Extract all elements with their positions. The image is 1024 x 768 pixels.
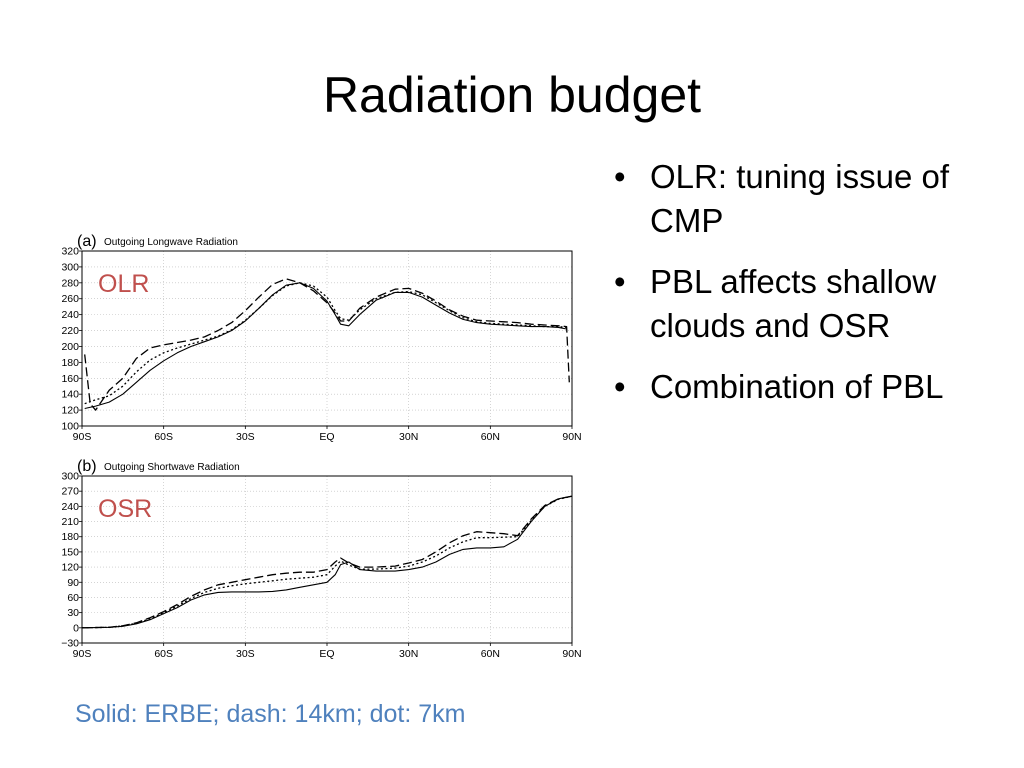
bullet-text: OLR: tuning issue of CMP: [650, 158, 949, 239]
x-tick-label: 90N: [562, 431, 581, 443]
x-tick-label: 60S: [154, 431, 173, 443]
y-tick-label: 280: [61, 277, 79, 289]
series-line-dot: [81, 495, 573, 629]
y-tick-label: 30: [67, 607, 79, 619]
x-tick-label: EQ: [319, 431, 334, 443]
y-tick-label: 160: [61, 373, 79, 385]
y-tick-label: 240: [61, 501, 79, 513]
bullet-symbol: •: [614, 158, 626, 195]
y-tick-label: 300: [61, 261, 79, 273]
y-tick-label: 270: [61, 486, 79, 498]
y-tick-label: 0: [73, 622, 79, 634]
bullet-item: • PBL affects shallow clouds and OSR: [614, 260, 1014, 348]
y-tick-label: 220: [61, 325, 79, 337]
x-tick-label: 90N: [562, 648, 581, 660]
chart-tag: OLR: [98, 270, 149, 298]
x-tick-label: 90S: [73, 648, 92, 660]
y-tick-label: 60: [67, 592, 79, 604]
y-tick-label: 120: [61, 405, 79, 417]
y-tick-label: 320: [61, 246, 79, 258]
x-tick-label: 90S: [73, 431, 92, 443]
y-tick-label: 150: [61, 546, 79, 558]
bullet-list: • OLR: tuning issue of CMP • PBL affects s…: [614, 155, 1014, 426]
x-tick-label: 30N: [399, 431, 418, 443]
series-line-dash: [81, 495, 573, 629]
y-tick-label: 90: [67, 577, 79, 589]
y-tick-label: 210: [61, 516, 79, 528]
x-tick-label: EQ: [319, 648, 334, 660]
panel-label: (a): [77, 233, 97, 250]
legend-caption: Solid: ERBE; dash: 14km; dot: 7km: [75, 700, 466, 728]
y-tick-label: 200: [61, 341, 79, 353]
bullet-text: Combination of PBL: [650, 368, 944, 405]
x-tick-label: 60S: [154, 648, 173, 660]
y-tick-label: 180: [61, 357, 79, 369]
y-tick-label: 260: [61, 293, 79, 305]
x-tick-label: 30S: [236, 431, 255, 443]
y-tick-label: 140: [61, 389, 79, 401]
chart-tag: OSR: [98, 495, 152, 523]
series-line-solid: [81, 495, 573, 629]
y-tick-label: 300: [61, 471, 79, 483]
bullet-symbol: •: [614, 263, 626, 300]
x-tick-label: 60N: [481, 431, 500, 443]
osr-chart: −30 0 30 60 90 120 150 180 210 240 270 300 90S 60S 30S…: [61, 458, 581, 660]
x-tick-label: 30S: [236, 648, 255, 660]
y-tick-label: 240: [61, 309, 79, 321]
x-tick-label: 30N: [399, 648, 418, 660]
slide-title: Radiation budget: [322, 67, 702, 123]
olr-chart: 100 120 140 160 180 200 220 240 260 280 300 320 90S 6…: [61, 233, 581, 443]
bullet-text: PBL affects shallow clouds and OSR: [650, 263, 937, 344]
y-tick-label: 180: [61, 531, 79, 543]
series-line-dash: [84, 278, 570, 411]
bullet-item: • OLR: tuning issue of CMP: [614, 155, 1014, 243]
x-tick-label: 60N: [481, 648, 500, 660]
panel-label: (b): [77, 458, 97, 475]
bullet-item: • Combination of PBL: [614, 365, 1014, 409]
chart-title: Outgoing Longwave Radiation: [104, 237, 238, 248]
chart-title: Outgoing Shortwave Radiation: [104, 462, 240, 473]
y-tick-label: 100: [61, 421, 79, 433]
y-tick-label: −30: [61, 638, 79, 650]
bullet-symbol: •: [614, 368, 626, 405]
y-tick-label: 120: [61, 562, 79, 574]
